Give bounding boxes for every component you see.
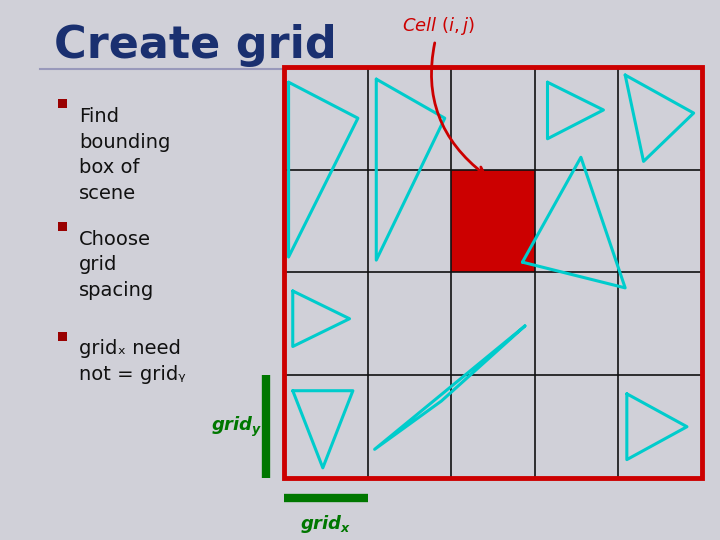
Text: gridₓ need
not = gridᵧ: gridₓ need not = gridᵧ — [79, 339, 186, 384]
Text: $\bfit{grid}_y$: $\bfit{grid}_y$ — [211, 415, 263, 439]
FancyBboxPatch shape — [58, 332, 67, 341]
FancyBboxPatch shape — [58, 99, 67, 109]
Text: Create grid: Create grid — [54, 24, 337, 67]
Text: Find
bounding
box of
scene: Find bounding box of scene — [79, 107, 171, 203]
Text: Choose
grid
spacing: Choose grid spacing — [79, 230, 155, 300]
FancyBboxPatch shape — [451, 170, 535, 273]
FancyBboxPatch shape — [58, 222, 67, 231]
Text: Cell $(i, j)$: Cell $(i, j)$ — [402, 16, 485, 174]
Text: $\bfit{grid}_x$: $\bfit{grid}_x$ — [300, 514, 352, 535]
